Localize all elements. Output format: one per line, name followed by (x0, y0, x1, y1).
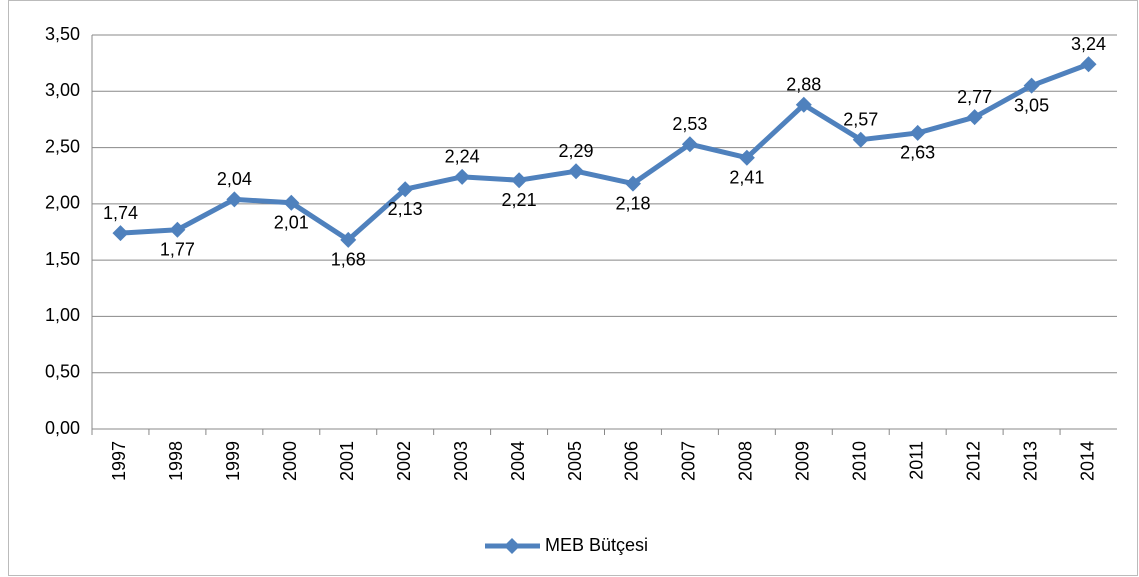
data-label: 2,01 (274, 212, 309, 232)
x-tick-label: 1999 (223, 441, 243, 481)
x-tick-label: 2007 (679, 441, 699, 481)
y-tick-label: 0,00 (45, 418, 80, 438)
y-tick-label: 1,50 (45, 249, 80, 269)
data-label: 3,24 (1071, 34, 1106, 54)
marker (795, 96, 812, 113)
data-label: 1,68 (331, 250, 366, 270)
marker (511, 172, 528, 189)
marker (112, 225, 129, 242)
x-tick-label: 2014 (1077, 441, 1097, 481)
data-label: 2,18 (615, 193, 650, 213)
marker (738, 149, 755, 166)
legend-marker (504, 538, 520, 554)
x-tick-label: 2010 (850, 441, 870, 481)
marker (283, 194, 300, 211)
x-tick-label: 1997 (109, 441, 129, 481)
x-tick-label: 2004 (508, 441, 528, 481)
data-label: 2,88 (786, 75, 821, 95)
data-label: 2,53 (672, 114, 707, 134)
data-label: 1,77 (160, 239, 195, 259)
marker (169, 221, 186, 238)
marker (226, 191, 243, 208)
x-tick-label: 2008 (736, 441, 756, 481)
y-tick-label: 3,50 (45, 24, 80, 44)
marker (909, 124, 926, 141)
data-label: 2,29 (559, 141, 594, 161)
data-label: 2,21 (502, 190, 537, 210)
x-tick-label: 2003 (451, 441, 471, 481)
x-tick-label: 1998 (166, 441, 186, 481)
data-label: 2,04 (217, 169, 252, 189)
marker (681, 136, 698, 153)
x-tick-label: 2005 (565, 441, 585, 481)
data-label: 3,05 (1014, 95, 1049, 115)
y-tick-label: 1,00 (45, 305, 80, 325)
y-tick-label: 3,00 (45, 80, 80, 100)
y-tick-label: 0,50 (45, 361, 80, 381)
y-tick-label: 2,00 (45, 193, 80, 213)
line-series (120, 61, 1090, 243)
x-tick-label: 2002 (394, 441, 414, 481)
marker (624, 175, 641, 192)
marker (1080, 56, 1097, 73)
x-tick-label: 2000 (280, 441, 300, 481)
x-tick-label: 2006 (622, 441, 642, 481)
data-label: 2,13 (388, 199, 423, 219)
marker (852, 131, 869, 148)
chart-border (8, 0, 1138, 576)
marker (1023, 77, 1040, 94)
x-tick-label: 2013 (1020, 441, 1040, 481)
marker (397, 181, 414, 198)
marker (966, 109, 983, 126)
data-label: 2,77 (957, 87, 992, 107)
marker (454, 168, 471, 185)
data-label: 2,57 (843, 109, 878, 129)
y-tick-label: 2,50 (45, 136, 80, 156)
x-tick-label: 2009 (793, 441, 813, 481)
x-tick-label: 2011 (906, 441, 926, 480)
marker (340, 231, 357, 248)
x-tick-label: 2001 (337, 441, 357, 481)
data-label: 2,24 (445, 147, 480, 167)
data-label: 1,74 (103, 203, 138, 223)
data-label: 2,41 (729, 167, 764, 187)
marker (568, 163, 585, 180)
legend-label: MEB Bütçesi (545, 535, 648, 555)
x-tick-label: 2012 (963, 441, 983, 481)
data-label: 2,63 (900, 143, 935, 163)
